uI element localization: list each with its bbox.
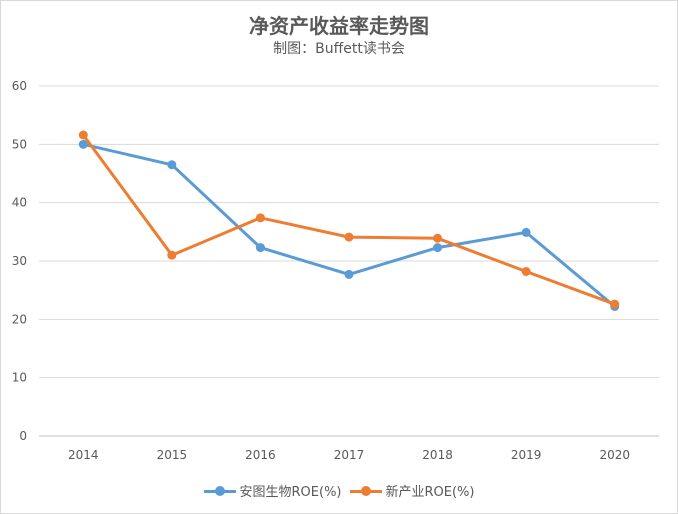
chart-title: 净资产收益率走势图 (249, 14, 429, 38)
data-point-series-2 (255, 213, 265, 223)
data-point-series-1 (167, 160, 177, 170)
legend-item-2: 新产业ROE(%) (349, 481, 475, 500)
chart-legend: 安图生物ROE(%) 新产业ROE(%) (1, 481, 677, 500)
y-tick-label: 60 (12, 79, 27, 93)
y-tick-label: 20 (12, 312, 27, 326)
data-point-series-2 (433, 233, 443, 243)
data-point-series-1 (521, 227, 531, 237)
y-tick-label: 10 (12, 371, 27, 385)
chart-subtitle: 制图：Buffett读书会 (273, 41, 405, 57)
legend-label: 安图生物ROE(%) (239, 485, 342, 500)
data-point-series-1 (255, 243, 265, 253)
y-tick-label: 50 (12, 137, 27, 151)
y-tick-label: 30 (12, 254, 27, 268)
data-point-series-2 (167, 250, 177, 260)
data-point-series-1 (78, 139, 88, 149)
y-tick-label: 0 (19, 429, 27, 443)
legend-marker-icon (203, 485, 236, 497)
x-tick-label: 2014 (68, 448, 99, 462)
legend-label: 新产业ROE(%) (385, 485, 475, 500)
series-line-1 (81, 142, 617, 308)
data-point-series-2 (521, 267, 531, 276)
legend-item-1: 安图生物ROE(%) (203, 481, 342, 500)
y-tick-label: 40 (12, 196, 27, 210)
x-tick-label: 2020 (599, 448, 630, 462)
x-tick-label: 2017 (334, 448, 365, 462)
x-tick-label: 2016 (245, 448, 276, 462)
data-point-series-2 (344, 232, 354, 242)
legend-marker-icon (349, 485, 382, 497)
x-tick-label: 2015 (157, 448, 188, 462)
data-point-series-1 (344, 269, 354, 279)
x-tick-label: 2019 (511, 448, 542, 462)
data-point-series-2 (78, 130, 88, 140)
x-tick-label: 2018 (422, 448, 453, 462)
data-point-series-2 (610, 299, 620, 309)
data-point-series-1 (433, 243, 443, 253)
